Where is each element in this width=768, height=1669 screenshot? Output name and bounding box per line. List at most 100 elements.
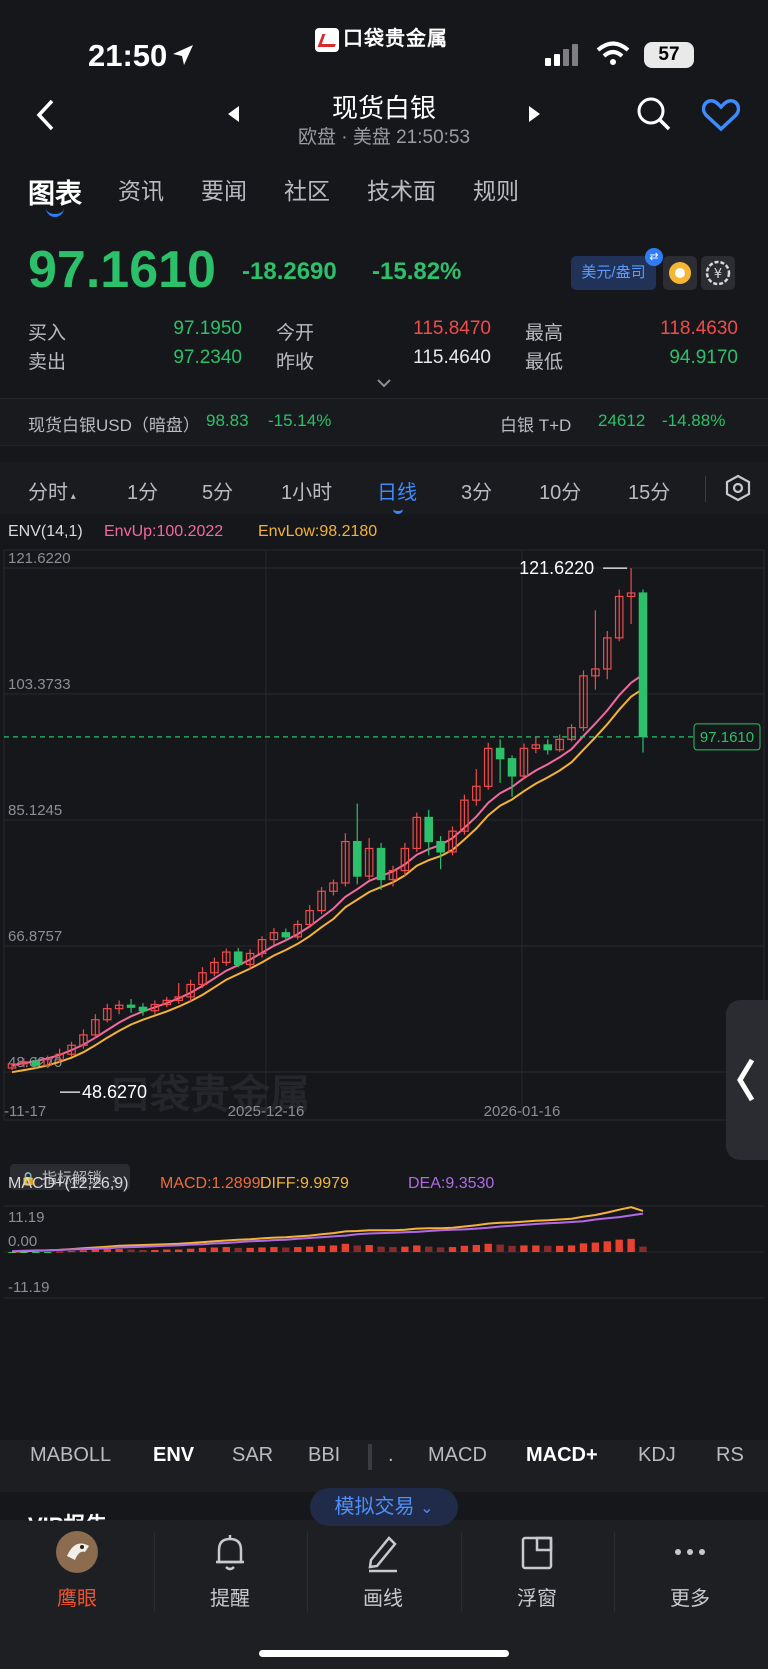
y-tick-label: 103.3733 xyxy=(8,676,71,693)
indicator-maboll[interactable]: MABOLL xyxy=(30,1444,112,1466)
macd-bar xyxy=(91,1249,100,1252)
vip-report-heading: VIP报告 xyxy=(28,1508,107,1521)
back-chevron-icon[interactable] xyxy=(34,98,58,132)
unit-toggle-button[interactable]: 美元/盎司 ⇄ xyxy=(571,248,663,290)
search-icon[interactable] xyxy=(636,96,672,132)
candle-body xyxy=(186,983,195,998)
env-up-line xyxy=(11,673,644,1067)
macd-bar xyxy=(115,1249,123,1252)
candle-body xyxy=(364,847,374,877)
indicator-macd-plus[interactable]: MACD+ xyxy=(526,1444,598,1466)
interval-5min[interactable]: 5分 xyxy=(202,482,234,504)
macd-bar xyxy=(401,1246,409,1252)
candle-body xyxy=(91,1019,100,1036)
candle-body xyxy=(543,744,553,751)
indicator-rs[interactable]: RS xyxy=(716,1444,744,1466)
candle-body xyxy=(198,972,207,986)
macd-bar xyxy=(20,1252,28,1253)
indicator-bbi[interactable]: BBI xyxy=(308,1444,341,1466)
candle-body xyxy=(352,840,362,877)
side-panel-handle[interactable] xyxy=(726,1000,768,1160)
brand-logo-icon xyxy=(315,27,339,52)
related-left-name[interactable]: 现货白银USD（暗盘） xyxy=(28,416,200,435)
indicator-env[interactable]: ENV xyxy=(153,1444,195,1466)
currency-settings-button[interactable]: ¥ xyxy=(701,256,735,290)
tab-headlines[interactable]: 要闻 xyxy=(201,178,247,204)
candle-body xyxy=(638,592,648,738)
interval-timeshare-label: 分时 xyxy=(28,482,68,504)
interval-15min[interactable]: 15分 xyxy=(628,482,671,504)
candle-body xyxy=(483,747,493,787)
candle-body xyxy=(472,785,481,801)
env-low-line xyxy=(11,688,644,1074)
chevron-circle-down-icon: ⌄ xyxy=(420,1500,434,1517)
nav-divider xyxy=(154,1532,155,1612)
macd-bar xyxy=(555,1245,564,1252)
macd-bar xyxy=(151,1249,159,1252)
macd-bar xyxy=(8,1252,16,1253)
indicator-unlock-button[interactable]: 🔒 指标解锁 › xyxy=(10,1164,130,1190)
candle-body xyxy=(388,869,398,881)
expand-chevron-icon[interactable] xyxy=(376,378,392,388)
macd-bar xyxy=(544,1245,552,1252)
unit-label: 美元/盎司 xyxy=(581,264,646,281)
y-tick-label: 66.8757 xyxy=(8,928,62,945)
chevron-left-icon xyxy=(737,1058,755,1102)
candle-body xyxy=(162,999,172,1006)
indicator-macd[interactable]: MACD xyxy=(428,1444,487,1466)
macd-bar xyxy=(127,1249,135,1252)
tab-news[interactable]: 资讯 xyxy=(118,178,164,204)
interval-timeshare[interactable]: 分时 ▴ xyxy=(28,476,76,505)
env-indicator-name: ENV(14,1) xyxy=(8,523,83,540)
indicator-kdj[interactable]: KDJ xyxy=(638,1444,676,1466)
interval-3min[interactable]: 3分 xyxy=(461,482,493,504)
candle-body xyxy=(329,882,338,892)
chart-settings-hexagon-icon[interactable] xyxy=(724,474,752,502)
x-tick-label: 2026-01-16 xyxy=(484,1103,561,1120)
favorite-heart-icon[interactable] xyxy=(702,98,740,132)
low-value: 94.9170 xyxy=(669,347,738,368)
macd-bar xyxy=(532,1245,540,1252)
nav-more[interactable]: 更多 xyxy=(630,1530,750,1611)
ask-value: 97.2340 xyxy=(173,347,242,368)
candle-body xyxy=(210,961,219,974)
indicator-sar[interactable]: SAR xyxy=(232,1444,274,1466)
home-indicator xyxy=(259,1650,509,1657)
macd-bar xyxy=(389,1247,397,1252)
interval-10min[interactable]: 10分 xyxy=(539,482,582,504)
theme-toggle-button[interactable] xyxy=(663,256,697,290)
tab-chart[interactable]: 图表 xyxy=(28,172,82,217)
interval-1hour[interactable]: 1小时 xyxy=(281,482,333,504)
price-chart[interactable]: 口袋贵金属 ENV(14,1) EnvUp:100.2022 EnvLow:98… xyxy=(0,516,768,1436)
prev-instrument-icon[interactable] xyxy=(226,104,240,124)
candle-body xyxy=(341,840,350,884)
nav-alerts[interactable]: 提醒 xyxy=(170,1530,290,1611)
interval-1min[interactable]: 1分 xyxy=(127,482,159,504)
candles xyxy=(7,568,648,1071)
macd-y-tick-label: 11.19 xyxy=(8,1209,44,1226)
nav-float-window[interactable]: 浮窗 xyxy=(477,1530,597,1611)
tab-technical[interactable]: 技术面 xyxy=(367,178,436,204)
location-arrow-icon xyxy=(173,45,193,65)
low-label: 最低 xyxy=(525,352,564,373)
macd-bar xyxy=(579,1243,588,1252)
interval-divider xyxy=(705,476,706,502)
indicator-tabs-bar xyxy=(0,1440,768,1492)
sim-trade-button[interactable]: 模拟交易 ⌄ xyxy=(310,1488,458,1526)
candle-body xyxy=(222,951,231,964)
chart-grid xyxy=(3,549,765,1121)
next-instrument-icon[interactable] xyxy=(528,104,542,124)
nav-alerts-label: 提醒 xyxy=(210,1588,250,1610)
macd-diff-label: DIFF:9.9979 xyxy=(260,1175,349,1192)
nav-draw-lines[interactable]: 画线 xyxy=(323,1530,443,1611)
interval-daily[interactable]: 日线 xyxy=(377,476,417,514)
watermark-logo-text: 口袋贵金属 xyxy=(110,1072,310,1117)
macd-bar xyxy=(44,1252,52,1253)
related-right-name[interactable]: 白银 T+D xyxy=(500,416,572,435)
tab-rules[interactable]: 规则 xyxy=(473,178,519,204)
nav-eagle-eye[interactable]: 鹰眼 xyxy=(17,1530,137,1611)
macd-bar xyxy=(496,1244,504,1252)
candle-body xyxy=(281,932,291,938)
tab-community[interactable]: 社区 xyxy=(284,178,330,204)
candle-body xyxy=(7,1063,17,1069)
